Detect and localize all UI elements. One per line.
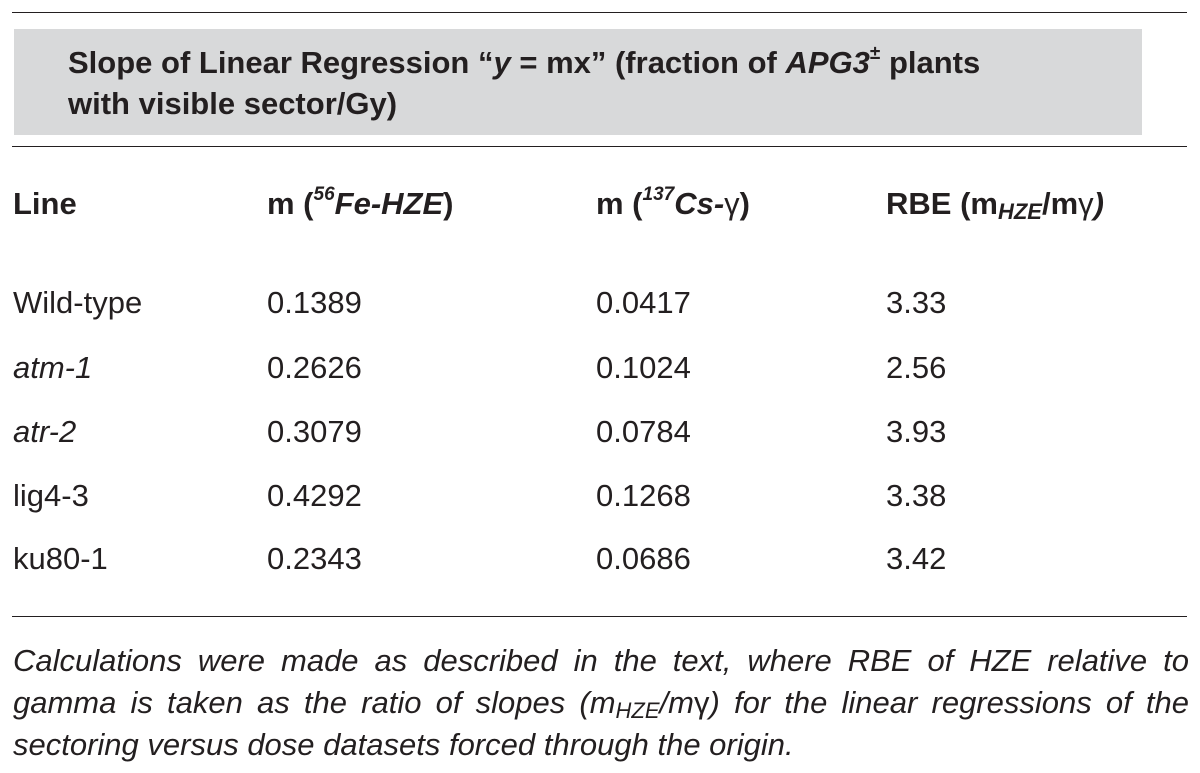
table-row-m-cs: 0.0784 <box>596 414 691 449</box>
table-row-rbe: 3.93 <box>886 414 947 449</box>
table-title: Slope of Linear Regression “y = mx” (fra… <box>68 42 1128 124</box>
title-bottom-rule <box>12 146 1187 147</box>
header-m-cs-label: Cs- <box>674 186 725 221</box>
table-row-m-fe: 0.2343 <box>267 541 362 576</box>
header-rbe-prefix: RBE (m <box>886 186 998 221</box>
table-row-m-fe: 0.2626 <box>267 350 362 385</box>
title-text-line2: with visible sector/Gy) <box>68 86 398 121</box>
table-row-line: Wild-type <box>13 285 143 320</box>
header-rbe-mid: /m <box>1041 186 1079 221</box>
table-row-rbe: 3.33 <box>886 285 947 320</box>
header-m-fe-label: Fe-HZE <box>334 186 444 221</box>
header-m-cs-suffix: ) <box>739 186 750 221</box>
table-row-line: ku80-1 <box>13 541 108 576</box>
title-gene-name: APG3 <box>785 45 870 80</box>
table-row-m-fe: 0.4292 <box>267 478 362 513</box>
table-row-line: atm-1 <box>13 350 93 385</box>
table-row-line: atr-2 <box>13 414 77 449</box>
table-row-m-fe: 0.3079 <box>267 414 362 449</box>
table-row-rbe: 3.42 <box>886 541 947 576</box>
table-row-m-fe: 0.1389 <box>267 285 362 320</box>
title-variable-y: y <box>493 45 511 80</box>
title-superscript: ± <box>869 42 881 64</box>
table-row-m-cs: 0.1268 <box>596 478 691 513</box>
table-row-rbe: 2.56 <box>886 350 947 385</box>
header-m-cs-gamma: γ <box>724 186 740 221</box>
header-rbe-gamma: γ <box>1078 186 1094 221</box>
top-rule <box>12 12 1187 13</box>
header-rbe: RBE (mHZE/mγ) <box>886 186 1104 224</box>
header-m-fe-prefix: m ( <box>267 186 314 221</box>
table-title-band: Slope of Linear Regression “y = mx” (fra… <box>14 29 1142 135</box>
footnote-text-part3: ) for the linear regressions of the sect… <box>13 685 1189 762</box>
footnote-text-part1: Calculations were made as described in t… <box>13 643 1189 720</box>
table-row-m-cs: 0.0686 <box>596 541 691 576</box>
header-m-fe-isotope: 56 <box>313 183 335 205</box>
footnote-text-part2: /m <box>659 685 694 720</box>
header-m-cs-isotope: 137 <box>642 183 675 205</box>
header-m-fe-suffix: ) <box>443 186 454 221</box>
table-row-m-cs: 0.0417 <box>596 285 691 320</box>
header-m-fe: m (56Fe-HZE) <box>267 183 454 222</box>
header-line: Line <box>13 186 77 221</box>
header-rbe-suffix: ) <box>1093 186 1104 221</box>
title-text-part2: = mx” (fraction of <box>510 45 786 80</box>
header-rbe-sub-hze: HZE <box>997 199 1042 224</box>
table-footnote: Calculations were made as described in t… <box>13 640 1189 766</box>
table-row-line: lig4-3 <box>13 478 89 513</box>
header-m-cs-prefix: m ( <box>596 186 643 221</box>
header-m-cs: m (137Cs-γ) <box>596 183 750 222</box>
table-row-m-cs: 0.1024 <box>596 350 691 385</box>
footnote-sub-hze: HZE <box>615 698 660 723</box>
title-text-part1: Slope of Linear Regression “ <box>68 45 494 80</box>
footnote-gamma: γ <box>693 685 710 720</box>
title-text-part3: plants <box>880 45 981 80</box>
table-bottom-rule <box>12 616 1187 617</box>
table-row-rbe: 3.38 <box>886 478 947 513</box>
